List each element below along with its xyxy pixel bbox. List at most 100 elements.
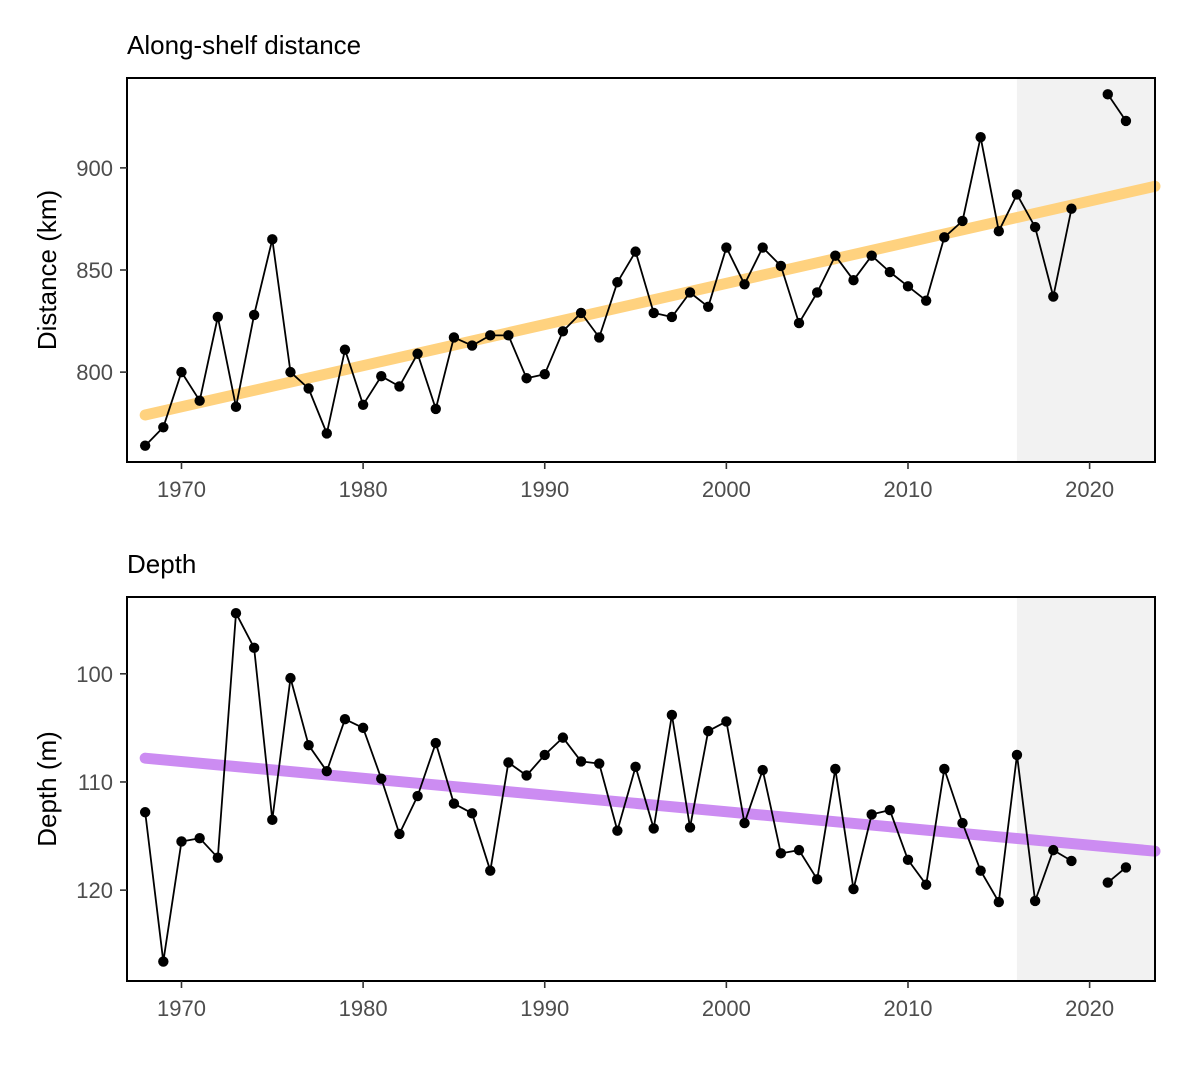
distance-data-point	[503, 330, 514, 341]
depth-data-point	[194, 833, 205, 844]
distance-panel-title: Along-shelf distance	[127, 30, 361, 60]
depth-data-point	[394, 828, 405, 840]
distance-x-tick-label: 1990	[520, 477, 569, 502]
distance-data-point	[267, 234, 278, 245]
distance-data-point	[830, 250, 841, 261]
distance-data-point	[848, 275, 859, 286]
distance-data-point	[811, 287, 823, 298]
depth-x-tick-label: 1990	[520, 996, 569, 1021]
distance-data-point	[248, 309, 260, 321]
distance-data-point	[684, 287, 696, 298]
distance-data-point	[303, 383, 314, 394]
distance-x-tick-label: 2010	[884, 477, 933, 502]
depth-data-point	[521, 770, 532, 781]
depth-data-point	[666, 709, 678, 721]
depth-data-point	[721, 716, 732, 727]
distance-data-point	[884, 266, 896, 278]
distance-y-axis-title: Distance (km)	[32, 190, 62, 350]
distance-x-tick-label: 2020	[1065, 477, 1114, 502]
distance-data-point	[230, 401, 242, 413]
depth-data-point	[539, 749, 550, 761]
distance-data-point	[648, 307, 659, 319]
depth-data-point	[848, 883, 859, 895]
distance-data-point	[430, 403, 441, 415]
distance-data-point	[775, 260, 787, 272]
depth-data-point	[811, 874, 823, 885]
depth-data-point	[357, 722, 369, 734]
depth-data-point	[1011, 749, 1023, 761]
distance-data-point	[139, 440, 151, 451]
distance-data-point	[757, 242, 768, 253]
distance-data-point	[1048, 291, 1059, 302]
depth-data-point	[975, 865, 986, 876]
depth-data-point	[557, 732, 569, 743]
distance-data-point	[666, 311, 678, 323]
distance-data-point	[975, 132, 986, 143]
depth-data-point	[703, 725, 714, 737]
distance-data-point	[594, 332, 605, 343]
depth-data-point	[684, 822, 696, 833]
distance-data-point	[1102, 89, 1113, 100]
distance-data-point	[412, 348, 423, 359]
distance-data-point	[285, 366, 296, 378]
depth-data-point	[630, 761, 641, 773]
distance-data-point	[793, 317, 805, 329]
distance-data-point	[158, 422, 169, 433]
distance-x-tick-label: 2000	[702, 477, 751, 502]
distance-data-point	[957, 215, 968, 227]
distance-y-tick-label: 800	[76, 360, 113, 385]
depth-data-point	[212, 852, 224, 863]
depth-data-point	[793, 844, 805, 856]
distance-series-line-segment	[144, 136, 1073, 447]
depth-data-point	[830, 763, 841, 775]
depth-data-point	[412, 790, 423, 802]
distance-data-point	[1066, 203, 1077, 214]
distance-panel: Along-shelf distance Distance (km) 1970 1…	[32, 30, 1161, 502]
depth-y-tick-label: 100	[76, 662, 113, 687]
distance-y-tick-label: 900	[76, 156, 113, 181]
depth-data-point	[1066, 855, 1077, 867]
depth-panel-border	[126, 596, 1156, 982]
depth-data-point	[176, 836, 187, 847]
depth-data-point	[485, 865, 496, 876]
distance-x-tick-label: 1970	[157, 477, 206, 502]
depth-data-point	[339, 714, 351, 725]
distance-data-point	[721, 242, 732, 253]
depth-data-point	[1048, 844, 1059, 856]
depth-data-point	[757, 764, 768, 776]
distance-data-point	[321, 428, 332, 439]
depth-data-point	[920, 879, 932, 890]
depth-data-point	[267, 814, 278, 826]
distance-data-point	[485, 330, 496, 341]
depth-y-tick-label: 110	[78, 770, 113, 795]
depth-data-point	[248, 642, 260, 654]
depth-trend-line	[139, 752, 1161, 857]
depth-data-point	[285, 672, 296, 684]
depth-panel-title: Depth	[127, 549, 196, 579]
distance-data-point	[1029, 221, 1041, 233]
distance-shaded-region	[1016, 78, 1155, 462]
distance-data-point	[376, 371, 387, 382]
depth-series-line-segment	[144, 612, 1072, 963]
distance-data-point	[176, 366, 187, 378]
depth-shaded-region	[1016, 597, 1155, 981]
distance-data-point	[630, 246, 641, 257]
distance-data-point	[194, 395, 205, 406]
distance-data-point	[1011, 189, 1023, 200]
depth-x-tick-label: 2010	[884, 996, 933, 1021]
depth-data-point	[902, 854, 914, 866]
distance-data-point	[920, 295, 932, 306]
depth-data-point	[884, 804, 896, 816]
depth-y-tick-label: 120	[76, 878, 113, 903]
depth-data-point	[866, 809, 877, 820]
distance-data-point	[993, 225, 1005, 237]
distance-data-point	[866, 250, 877, 261]
depth-data-point	[303, 739, 314, 751]
depth-data-point	[503, 757, 514, 768]
distance-x-tick-label: 1980	[339, 477, 388, 502]
depth-data-point	[612, 825, 623, 836]
depth-data-point	[1120, 862, 1132, 873]
distance-data-point	[703, 301, 714, 312]
distance-data-point	[212, 311, 224, 323]
